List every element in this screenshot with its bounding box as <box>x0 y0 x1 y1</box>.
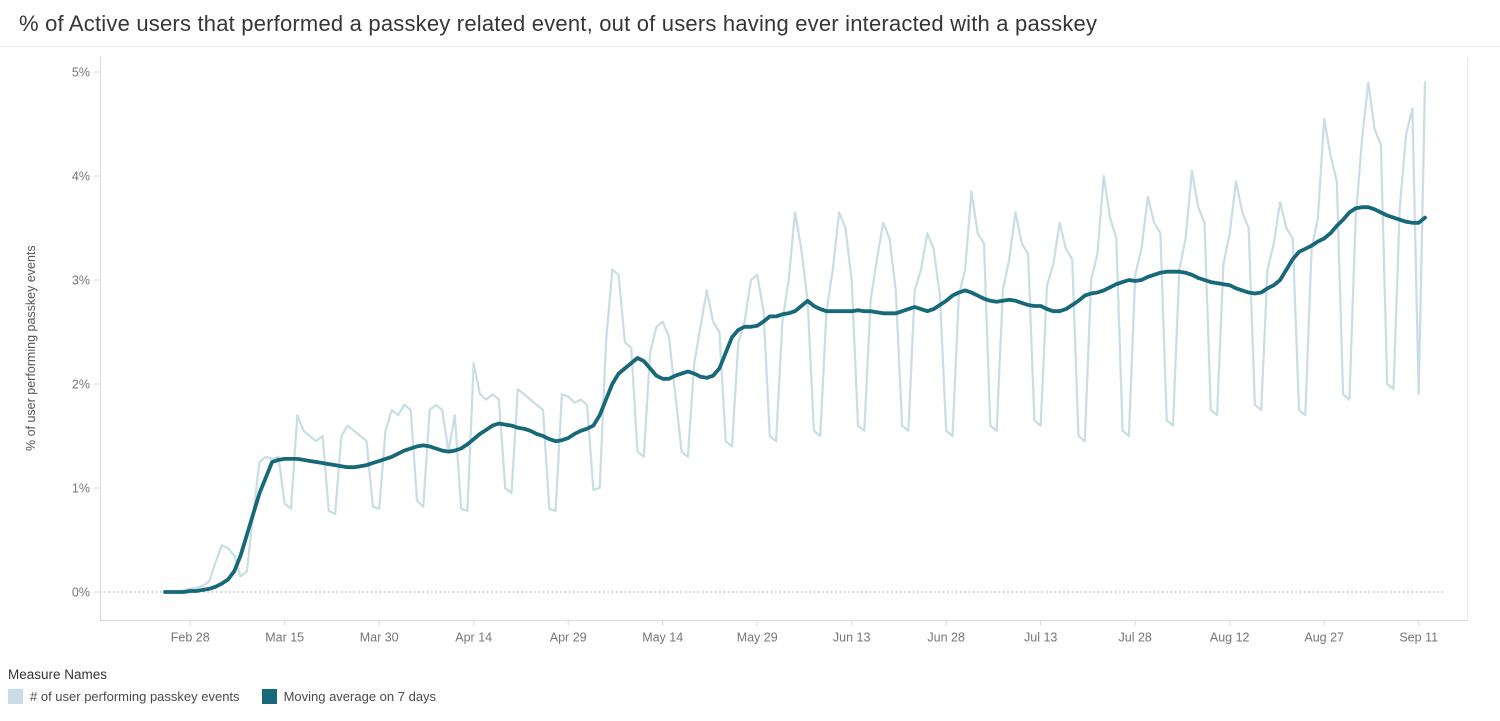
x-tick-label: Aug 12 <box>1210 631 1250 645</box>
legend-item-moving-average[interactable]: Moving average on 7 days <box>261 689 437 704</box>
chart-title: % of Active users that performed a passk… <box>19 11 1098 36</box>
legend-swatch-daily-series[interactable] <box>8 689 23 704</box>
x-tick-label: Apr 29 <box>550 631 587 645</box>
series-line-moving-average[interactable] <box>163 205 1427 594</box>
y-axis-title: % of user performing passkey events <box>24 245 38 451</box>
x-tick-label: Apr 14 <box>455 631 492 645</box>
x-tick-label: Sep 11 <box>1399 631 1438 645</box>
x-tick-label: Mar 15 <box>265 631 304 645</box>
y-tick-label: 5% <box>72 66 90 80</box>
legend-label-daily-series: # of user performing passkey events <box>30 689 240 704</box>
legend-item-daily-series[interactable]: # of user performing passkey events <box>8 689 240 704</box>
chart-svg[interactable]: 0% 1% 2% 3% 4% 5% Feb 28 Mar 15 Mar 30 Apr 14 Apr … <box>0 47 1500 655</box>
y-tick-label: 3% <box>72 274 90 288</box>
y-tick-label: 4% <box>72 170 90 184</box>
legend: Measure Names # of user performing passk… <box>0 655 1500 704</box>
x-tick-label: Mar 30 <box>360 631 399 645</box>
y-tick-label: 1% <box>72 482 90 496</box>
y-tick-label: 2% <box>72 378 90 392</box>
x-tick-label: Jul 28 <box>1119 631 1152 645</box>
x-tick-label: Jun 13 <box>833 631 871 645</box>
dashboard: % of Active users that performed a passk… <box>0 0 1500 704</box>
x-tick-label: May 29 <box>737 631 778 645</box>
legend-title: Measure Names <box>8 667 108 682</box>
legend-swatch-moving-average[interactable] <box>261 689 277 704</box>
x-tick-label: Feb 28 <box>171 631 210 645</box>
x-tick-label: Jul 13 <box>1024 631 1057 645</box>
series-line-daily[interactable] <box>163 81 1427 594</box>
chart-region: % of user performing passkey events 0% 1%… <box>0 47 1500 655</box>
x-tick-label: Jun 28 <box>927 631 965 645</box>
y-tick-label: 0% <box>72 586 90 600</box>
chart-header: % of Active users that performed a passk… <box>0 0 1500 47</box>
legend-label-moving-average: Moving average on 7 days <box>283 689 437 704</box>
x-tick-label: Aug 27 <box>1304 631 1344 645</box>
x-tick-label: May 14 <box>642 631 683 645</box>
legend-items: # of user performing passkey events Movi… <box>8 689 1500 704</box>
